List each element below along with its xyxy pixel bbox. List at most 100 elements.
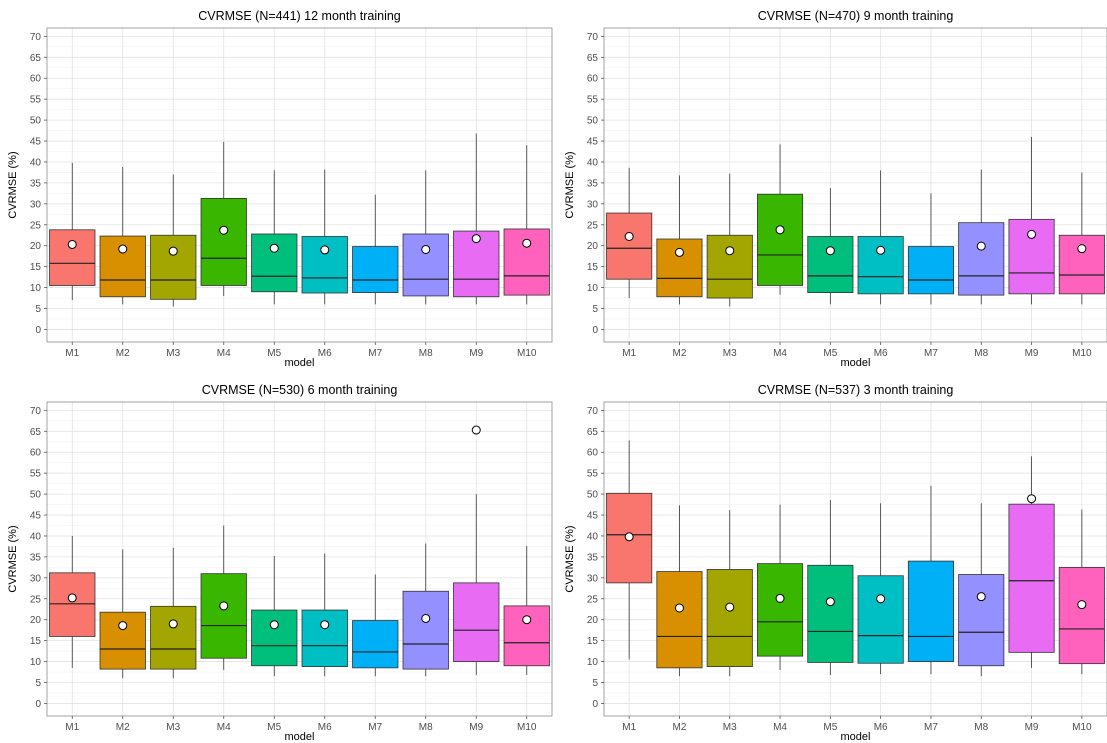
box-M4 bbox=[757, 504, 804, 670]
mean-point bbox=[825, 597, 835, 607]
mean-point bbox=[471, 234, 481, 244]
box-M4 bbox=[200, 141, 247, 296]
x-tick-label: M6 bbox=[318, 722, 332, 733]
y-tick-label: 45 bbox=[30, 137, 42, 148]
x-tick-label: M10 bbox=[1072, 722, 1092, 733]
y-tick-label: 45 bbox=[587, 511, 599, 522]
iqr-box bbox=[503, 228, 550, 296]
iqr-box bbox=[656, 571, 703, 669]
x-axis-label: model bbox=[841, 731, 871, 743]
x-tick-label: M1 bbox=[65, 348, 79, 359]
y-tick-label: 35 bbox=[587, 552, 599, 563]
y-axis-label: CVRMSE (%) bbox=[7, 151, 19, 218]
iqr-box bbox=[49, 229, 96, 286]
x-tick-label: M2 bbox=[672, 348, 686, 359]
iqr-box bbox=[1058, 566, 1105, 665]
y-tick-label: 55 bbox=[30, 95, 42, 106]
box-M8 bbox=[402, 543, 449, 677]
y-tick-label: 20 bbox=[587, 615, 599, 626]
x-tick-label: M8 bbox=[419, 722, 433, 733]
y-tick-label: 70 bbox=[30, 32, 42, 43]
iqr-box bbox=[301, 609, 348, 667]
y-tick-label: 25 bbox=[30, 594, 42, 605]
x-tick-label: M10 bbox=[1072, 348, 1092, 359]
iqr-box bbox=[907, 560, 954, 662]
iqr-box bbox=[352, 246, 399, 293]
y-tick-label: 55 bbox=[30, 469, 42, 480]
iqr-box bbox=[49, 572, 96, 637]
mean-point bbox=[269, 620, 279, 630]
box-M5 bbox=[807, 499, 854, 675]
mean-point bbox=[1027, 494, 1037, 504]
y-tick-label: 60 bbox=[30, 448, 42, 459]
box-M8 bbox=[402, 170, 449, 305]
y-tick-label: 0 bbox=[592, 325, 598, 336]
y-tick-label: 65 bbox=[587, 427, 599, 438]
x-tick-label: M10 bbox=[517, 722, 537, 733]
mean-point bbox=[1077, 600, 1087, 610]
x-tick-label: M2 bbox=[116, 722, 130, 733]
box-M10 bbox=[1058, 172, 1105, 305]
y-tick-label: 50 bbox=[587, 490, 599, 501]
box-M2 bbox=[656, 505, 703, 677]
iqr-box bbox=[251, 233, 298, 293]
x-tick-label: M4 bbox=[773, 348, 787, 359]
box-M10 bbox=[503, 546, 550, 675]
iqr-box bbox=[200, 573, 247, 659]
y-tick-label: 65 bbox=[30, 53, 42, 64]
mean-point bbox=[775, 593, 785, 603]
x-tick-label: M8 bbox=[419, 348, 433, 359]
panel-border bbox=[603, 27, 1107, 343]
x-tick-label: M7 bbox=[368, 722, 382, 733]
box-M8 bbox=[958, 503, 1005, 677]
box-M1 bbox=[606, 167, 653, 299]
x-tick-label: M3 bbox=[723, 348, 737, 359]
y-tick-label: 15 bbox=[587, 262, 599, 273]
y-tick-label: 5 bbox=[35, 678, 41, 689]
x-tick-label: M7 bbox=[924, 348, 938, 359]
x-tick-label: M4 bbox=[217, 348, 231, 359]
iqr-box bbox=[503, 605, 550, 667]
x-tick-label: M1 bbox=[622, 722, 636, 733]
box-M4 bbox=[757, 144, 804, 295]
y-tick-label: 25 bbox=[30, 220, 42, 231]
box-M7 bbox=[907, 485, 954, 675]
box-M9 bbox=[453, 425, 500, 675]
iqr-box bbox=[857, 236, 904, 295]
mean-point bbox=[67, 239, 77, 249]
box-M6 bbox=[857, 170, 904, 305]
box-M6 bbox=[301, 553, 348, 677]
box-M9 bbox=[1008, 136, 1055, 305]
x-tick-label: M9 bbox=[469, 722, 483, 733]
y-tick-label: 35 bbox=[30, 178, 42, 189]
y-tick-label: 60 bbox=[587, 74, 599, 85]
box-M5 bbox=[251, 170, 298, 305]
box-M3 bbox=[150, 174, 197, 307]
x-axis-label: model bbox=[285, 731, 315, 743]
mean-point bbox=[421, 613, 431, 623]
y-tick-label: 60 bbox=[30, 74, 42, 85]
iqr-box bbox=[857, 575, 904, 664]
mean-point bbox=[219, 225, 229, 235]
y-tick-label: 20 bbox=[30, 241, 42, 252]
x-tick-label: M9 bbox=[1025, 348, 1039, 359]
box-M6 bbox=[857, 503, 904, 675]
x-tick-label: M3 bbox=[166, 722, 180, 733]
iqr-box bbox=[706, 234, 753, 299]
box-M10 bbox=[503, 145, 550, 305]
y-tick-label: 20 bbox=[30, 615, 42, 626]
x-tick-label: M7 bbox=[368, 348, 382, 359]
x-tick-label: M4 bbox=[773, 722, 787, 733]
iqr-box bbox=[958, 574, 1005, 667]
iqr-box bbox=[656, 238, 703, 298]
iqr-box bbox=[402, 233, 449, 297]
mean-point bbox=[976, 592, 986, 602]
y-tick-label: 25 bbox=[587, 220, 599, 231]
mean-point bbox=[1077, 244, 1087, 254]
mean-point bbox=[876, 245, 886, 255]
y-axis-label: CVRMSE (%) bbox=[7, 525, 19, 592]
mean-point bbox=[725, 246, 735, 256]
y-tick-label: 5 bbox=[592, 304, 598, 315]
y-tick-label: 40 bbox=[587, 157, 599, 168]
x-tick-label: M2 bbox=[672, 722, 686, 733]
